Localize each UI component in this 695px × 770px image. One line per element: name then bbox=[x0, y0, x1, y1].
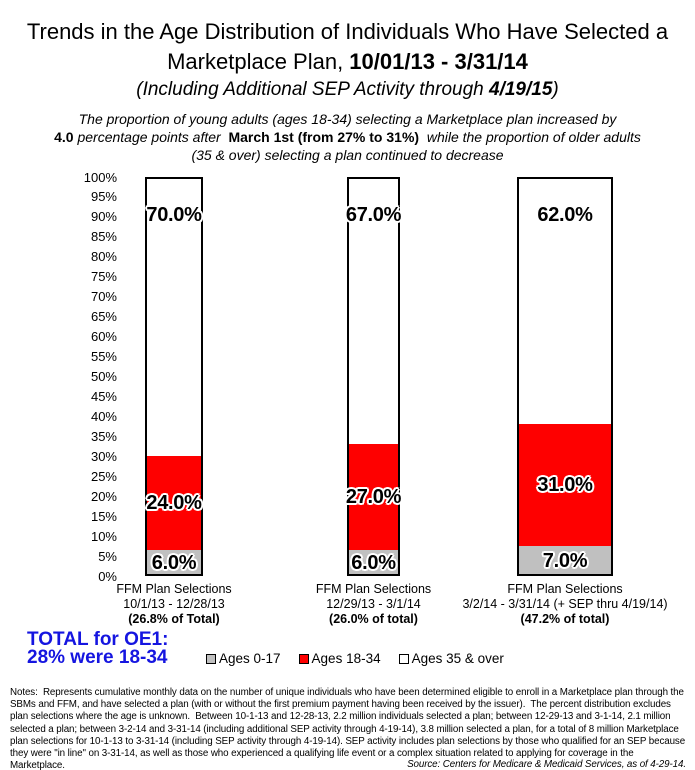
legend-label: Ages 18-34 bbox=[311, 651, 381, 666]
y-axis-tick-label: 5% bbox=[98, 548, 117, 564]
y-axis-tick-label: 25% bbox=[90, 468, 117, 484]
y-axis-tick-label: 60% bbox=[90, 329, 117, 345]
y-axis-tick-label: 15% bbox=[90, 508, 117, 524]
segment-label-ages-18-34: 24.0% bbox=[146, 492, 202, 515]
category-label-line3: (47.2% of total) bbox=[520, 611, 610, 626]
title-line2: Marketplace Plan, 10/01/13 - 3/31/14 bbox=[0, 47, 695, 77]
category-label-line2: 12/29/13 - 3/1/14 bbox=[326, 596, 421, 611]
bar-segment-ages-35-over bbox=[147, 179, 201, 456]
segment-label-ages-35-over: 62.0% bbox=[537, 204, 593, 226]
subtitle-line1: The proportion of young adults (ages 18-… bbox=[78, 111, 617, 127]
y-axis-tick-label: 85% bbox=[90, 229, 117, 245]
y-axis-tick-label: 50% bbox=[90, 369, 117, 384]
bar-segment-ages-0-17 bbox=[147, 550, 201, 574]
category-label: FFM Plan Selections 12/29/13 - 3/1/14 (26.… bbox=[244, 582, 504, 626]
chart-title: Trends in the Age Distribution of Indivi… bbox=[0, 17, 695, 103]
bar-segment-ages-18-34 bbox=[519, 423, 611, 547]
y-axis-tick-label: 100% bbox=[83, 169, 117, 185]
segment-label-ages-0-17: 6.0% bbox=[351, 552, 396, 575]
y-axis-tick-label: 90% bbox=[90, 209, 117, 225]
bar-segment-ages-18-34 bbox=[349, 443, 398, 551]
y-axis-tick-label: 35% bbox=[90, 428, 117, 444]
y-axis-tick-label: 20% bbox=[90, 488, 117, 504]
y-axis-tick-label: 75% bbox=[90, 269, 117, 285]
total-oe1-line2: 28% were 18-34 bbox=[27, 646, 168, 668]
y-axis-tick-label: 30% bbox=[90, 448, 117, 464]
y-axis-tick-label: 10% bbox=[90, 528, 117, 544]
stacked-bar bbox=[517, 177, 613, 576]
legend: Ages 0-17 Ages 18-34 Ages 35 & over bbox=[206, 651, 522, 666]
segment-label-ages-0-17: 7.0% bbox=[542, 550, 588, 573]
bar-segment-ages-0-17 bbox=[349, 550, 398, 574]
subtitle-march-note: March 1st (from 27% to 31%) bbox=[228, 129, 420, 145]
notes-line2: SBMs and FFM, and have selected a plan (… bbox=[10, 699, 671, 711]
notes-line4: selected a plan; between 3-2-14 and 3-31… bbox=[10, 723, 679, 735]
bar-segment-ages-35-over bbox=[349, 179, 398, 444]
notes-line3: plan selections where the age is unknown… bbox=[10, 711, 671, 723]
legend-label: Ages 0-17 bbox=[219, 651, 281, 666]
segment-label-ages-18-34: 31.0% bbox=[537, 474, 593, 497]
category-label-line2: 10/1/13 - 12/28/13 bbox=[123, 596, 225, 611]
category-label-line1: FFM Plan Selections bbox=[315, 582, 432, 596]
legend-item-ages-35-over: Ages 35 & over bbox=[398, 651, 504, 666]
notes-line5: plan selections for 10-1-13 to 3-31-14 (… bbox=[10, 735, 686, 747]
chart-subtitle: The proportion of young adults (ages 18-… bbox=[17, 110, 678, 164]
category-label: FFM Plan Selections 3/2/14 - 3/31/14 (+ S… bbox=[435, 582, 695, 626]
y-axis-tick-label: 70% bbox=[90, 289, 117, 305]
category-label-line1: FFM Plan Selections bbox=[116, 582, 232, 596]
title-line3-suffix: ) bbox=[552, 79, 559, 100]
total-oe1-note: TOTAL for OE1: 28% were 18-34 bbox=[27, 629, 169, 668]
title-line2-regular: Marketplace Plan, bbox=[167, 49, 350, 74]
total-oe1-line1: TOTAL for OE1: bbox=[27, 629, 169, 650]
category-label-line1: FFM Plan Selections bbox=[507, 582, 623, 596]
legend-label: Ages 35 & over bbox=[411, 651, 504, 666]
stacked-bar bbox=[347, 177, 400, 576]
legend-swatch-icon bbox=[298, 653, 309, 664]
notes-line6: they were "in line" on 3-31-14, as well … bbox=[10, 748, 634, 760]
notes-line7: Marketplace. bbox=[10, 760, 65, 770]
title-line2-dates: 10/01/13 - 3/31/14 bbox=[349, 49, 528, 74]
y-axis-tick-label: 80% bbox=[90, 249, 117, 265]
subtitle-line2: 4.0 percentage points after March 1st (f… bbox=[54, 129, 641, 145]
legend-swatch-icon bbox=[206, 653, 216, 664]
y-axis-tick-label: 55% bbox=[90, 349, 117, 365]
y-axis-tick-label: 45% bbox=[90, 388, 117, 404]
bar-segment-ages-0-17 bbox=[519, 546, 611, 574]
segment-label-ages-35-over: 70.0% bbox=[146, 204, 202, 226]
title-line3-date: 4/19/15 bbox=[489, 79, 553, 100]
legend-item-ages-18-34: Ages 18-34 bbox=[298, 651, 381, 666]
category-label-line3: (26.0% of total) bbox=[329, 611, 418, 626]
y-axis-tick-label: 65% bbox=[90, 309, 117, 325]
title-line3-prefix: (Including Additional SEP Activity throu… bbox=[136, 79, 489, 100]
title-line3: (Including Additional SEP Activity throu… bbox=[0, 77, 695, 103]
stacked-bar-chart: 0% 5% 10% 15% 20% 25% 30% 35% 40% 45% 50% 55% 60% 65%… bbox=[44, 169, 695, 626]
category-label-line2: 3/2/14 - 3/31/14 (+ SEP thru 4/19/14) bbox=[462, 596, 668, 611]
y-axis-tick-label: 40% bbox=[90, 408, 117, 424]
category-label: FFM Plan Selections 10/1/13 - 12/28/13 (26… bbox=[44, 582, 304, 626]
source-citation: Source: Centers for Medicare & Medicaid … bbox=[407, 759, 686, 770]
segment-label-ages-0-17: 6.0% bbox=[151, 552, 197, 575]
segment-label-ages-18-34: 27.0% bbox=[345, 486, 402, 509]
subtitle-points-value: 4.0 bbox=[54, 129, 74, 145]
notes-text: Notes: Represents cumulative monthly dat… bbox=[10, 687, 690, 770]
subtitle-line3: (35 & over) selecting a plan continued t… bbox=[191, 147, 504, 163]
title-line1: Trends in the Age Distribution of Indivi… bbox=[26, 19, 669, 44]
notes-line1: Notes: Represents cumulative monthly dat… bbox=[10, 687, 684, 698]
y-axis-tick-label: 0% bbox=[98, 568, 117, 584]
legend-item-ages-0-17: Ages 0-17 bbox=[206, 651, 281, 666]
bar-segment-ages-18-34 bbox=[147, 455, 201, 551]
stacked-bar bbox=[145, 177, 203, 576]
bar-segment-ages-35-over bbox=[519, 179, 611, 424]
legend-swatch-icon bbox=[398, 653, 409, 664]
segment-label-ages-35-over: 67.0% bbox=[345, 204, 402, 226]
y-axis-tick-label: 95% bbox=[90, 189, 117, 205]
category-label-line3: (26.8% of Total) bbox=[128, 611, 220, 626]
